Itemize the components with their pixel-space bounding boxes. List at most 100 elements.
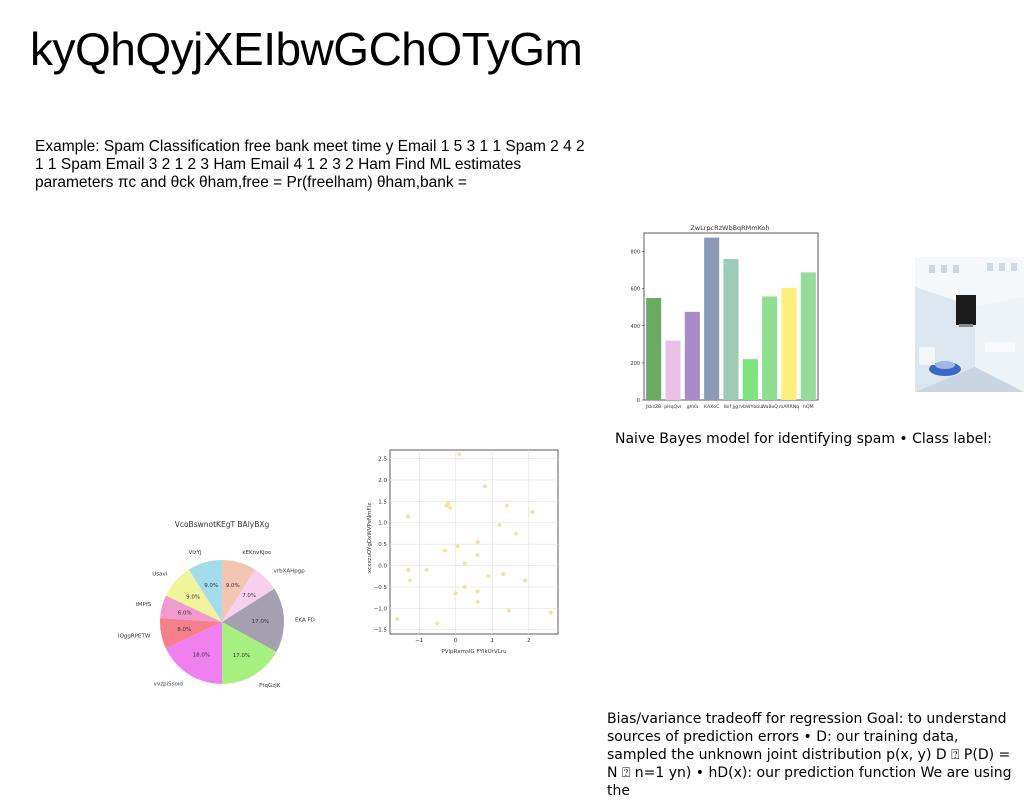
text-block-naive-bayes: Naive Bayes model for identifying spam •… [615,431,992,447]
scatter-point-16 [406,567,411,572]
bar-chart-title: ZwLrpcRzWbBqRMmKoh [690,224,769,232]
pie-slice-percent: 9.0% [226,583,240,589]
pie-slice-percent: 9.0% [186,595,200,601]
text-block-spam-example: Example: Spam Classification free bank m… [35,138,585,191]
pie-slice-label: FtqGzJK [259,683,281,689]
bar-9 [800,272,816,400]
scatter-point-9 [497,522,502,527]
bar-ytick-label: 0 [637,398,640,404]
scatter-point-27 [548,610,553,615]
pie-slice-4 [222,622,277,684]
scatter-point-1 [457,452,462,457]
pie-slice-label: Usavi [152,572,168,578]
bar-xtick-label: KAXoC [704,404,719,410]
scatter-point-8 [530,510,535,515]
pie-slice-8 [165,569,222,622]
pie-slice-5 [165,622,222,684]
scatter-xtick-label: 1 [491,638,495,644]
scatter-xtick-label: −1 [415,638,423,644]
scatter-xtick-label: 2 [527,638,531,644]
bar-ytick-label: 600 [630,287,640,293]
pie-slice-3 [222,588,284,652]
pie-slice-label: EKA FD [295,618,315,624]
pie-slice-percent: 18.0% [193,652,210,658]
scatter-point-6 [406,514,411,519]
scatter-point-7 [504,503,509,508]
scatter-point-21 [523,578,528,583]
bar-xtick-label: WaBxQ [761,404,778,410]
pie-slice-percent: 17.0% [233,653,250,659]
pie-slice-label: BOggRPETW [118,634,151,640]
scatter-ytick-label: 1.5 [378,499,387,505]
scatter-point-25 [475,599,480,604]
bar-ytick-label: 800 [630,250,640,256]
scatter-ytick-label: −1.5 [374,628,388,634]
scatter-plot-area [389,449,559,635]
scatter-xtick-label: 0 [454,638,458,644]
scatter-point-18 [501,572,506,577]
page-title: kyQhQyjXEIbwGChOTyGm [30,23,583,75]
pie-slice-label: vvzpiSsoid [154,682,183,688]
scatter-ytick-label: −0.5 [374,585,388,591]
bar-6 [742,359,758,400]
bar-xtick-label: mARRNq [779,404,799,410]
bar-ytick-label: 400 [630,324,640,330]
pie-slice-6 [160,618,222,649]
bar-8 [781,287,797,400]
pie-slice-7 [160,595,222,622]
scatter-point-2 [482,484,487,489]
scatter-ytick-label: −1.0 [374,606,388,612]
bar-7 [762,296,778,400]
pie-slice-percent: 6.0% [178,610,192,616]
pie-slice-label: vrbXAHpgp [274,568,306,574]
bar-chart: ZwLrpcRzWbBqRMmKoh 0 200 400 600 800 JkksZB p… [630,224,819,410]
scatter-point-24 [453,591,458,596]
bar-xtick-label: JkksZB [645,404,661,410]
pie-slice-label: kEKnvKjoo [242,550,272,556]
text-block-bias-variance: Bias/variance tradeoff for regression Go… [607,711,1012,799]
scatter-point-23 [475,589,480,594]
bar-xtick-label: rvbWYbbu [739,404,763,410]
scatter-ytick-label: 2.0 [378,478,387,484]
scatter-point-12 [455,544,460,549]
scatter-x-label: PVlpRxmslG FYIkUrVLru [441,649,506,655]
bar-xtick-label: hQM [803,404,814,410]
scatter-point-11 [475,540,480,544]
scatter-chart: xcxxzuOYgDxWVPeNmFlz −1 0 1 2 −1.5 −1.0 −0.5 0… [367,449,559,655]
pie-slice-label: VlzYJ [188,550,202,556]
scatter-point-29 [435,621,440,626]
pie-slice-percent: 8.0% [177,627,191,633]
scatter-point-4 [444,503,449,508]
bar-xtick-label: pHqQvr [664,404,682,410]
scatter-ytick-label: 2.5 [378,457,387,463]
bar-3 [684,311,700,400]
scatter-point-22 [462,584,467,589]
scatter-point-5 [448,505,453,510]
scatter-point-15 [462,561,467,566]
pie-chart: VcoBswnotKEgT BAlyBXg kEKnvKjoo 9.0% vrbXA… [118,520,315,689]
bar-2 [665,340,681,400]
scatter-point-20 [408,578,413,583]
scatter-point-13 [442,548,447,553]
bar-5 [723,258,739,400]
interior-room-photo [915,257,1024,392]
pie-slice-1 [222,560,256,622]
scatter-point-26 [506,608,511,613]
bar-1 [646,297,662,400]
pie-slice-percent: 9.0% [204,583,218,589]
pie-slice-9 [188,560,222,622]
scatter-point-17 [424,567,429,572]
scatter-point-10 [514,531,518,536]
bar-4 [704,237,720,400]
scatter-point-19 [486,574,491,579]
scatter-ytick-label: 1.0 [378,521,387,527]
bar-ytick-label: 200 [630,361,640,367]
pie-slice-2 [222,569,275,622]
pie-chart-title: VcoBswnotKEgT BAlyBXg [175,520,270,529]
pie-slice-percent: 7.0% [242,593,256,599]
scatter-point-14 [475,552,480,557]
pie-slice-label: tMPfS [136,602,152,608]
scatter-ytick-label: 0.5 [378,542,387,548]
bar-xtick-label: Ibif Jjg [724,404,738,410]
scatter-ytick-label: 0.0 [378,564,387,570]
